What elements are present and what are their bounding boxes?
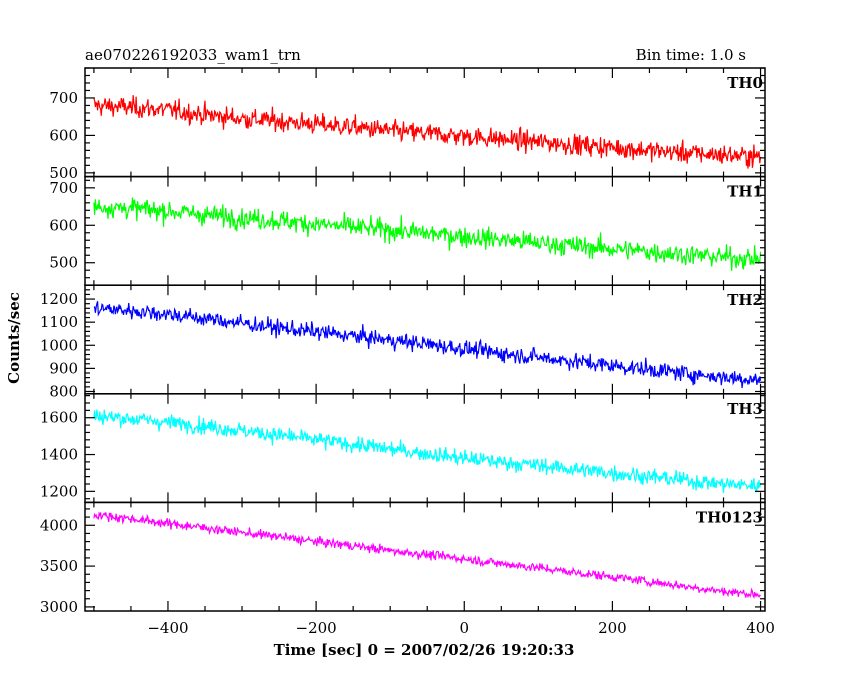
panel-th1: 500 600 700 TH1 [49, 175, 766, 286]
series-line-th0 [93, 95, 762, 169]
panel-label: TH3 [727, 400, 763, 418]
bin-time-label: Bin time: 1.0 s [636, 46, 746, 64]
panels-group: 500 600 700 TH0 500 600 700 TH1 800 900 1000 1100 12… [40, 67, 775, 637]
y-tick-label: 1200 [40, 290, 78, 308]
y-tick-label: 900 [49, 359, 78, 377]
panel-label: TH1 [727, 183, 763, 201]
panel-th0: 500 600 700 TH0 [49, 67, 766, 182]
panel-th0123: 3000 3500 4000 TH0123 [40, 501, 766, 616]
y-tick-label: 1400 [40, 446, 78, 464]
panel-th3: 1200 1400 1600 TH3 [40, 393, 766, 504]
x-tick-label: −200 [296, 619, 337, 637]
x-axis-label: Time [sec] 0 = 2007/02/26 19:20:33 [274, 641, 575, 659]
series-line-th0123 [93, 511, 761, 600]
y-tick-label: 600 [49, 216, 78, 234]
x-tick-label: 0 [459, 619, 469, 637]
series-line-th1 [93, 197, 762, 271]
y-tick-label: 800 [49, 382, 78, 400]
y-tick-label: 4000 [40, 516, 78, 534]
panel-frame [84, 284, 766, 395]
panel-frame [84, 501, 766, 612]
panel-frame [84, 175, 766, 286]
y-axis-label: Counts/sec [5, 292, 23, 384]
panel-frame [84, 67, 766, 178]
y-tick-label: 1000 [40, 336, 78, 354]
x-tick-label: −400 [147, 619, 188, 637]
panel-th2: 800 900 1000 1100 1200 TH2 [40, 284, 766, 400]
chart-title: ae070226192033_wam1_trn [85, 46, 301, 64]
series-line-th3 [93, 409, 762, 493]
x-tick-label: 200 [598, 619, 627, 637]
panel-label: TH2 [727, 291, 763, 309]
y-tick-label: 600 [49, 126, 78, 144]
y-tick-label: 1200 [40, 482, 78, 500]
y-tick-label: 3500 [40, 557, 78, 575]
y-tick-label: 1100 [40, 313, 78, 331]
y-tick-label: 1600 [40, 409, 78, 427]
y-tick-label: 3000 [40, 598, 78, 616]
y-tick-label: 700 [49, 89, 78, 107]
y-tick-label: 500 [49, 254, 78, 272]
panel-label: TH0123 [696, 508, 763, 526]
panel-frame [84, 393, 766, 504]
series-line-th2 [93, 301, 762, 389]
y-tick-label: 700 [49, 179, 78, 197]
x-tick-label: 400 [746, 619, 775, 637]
panel-label: TH0 [727, 74, 763, 92]
y-tick-label: 500 [49, 164, 78, 182]
